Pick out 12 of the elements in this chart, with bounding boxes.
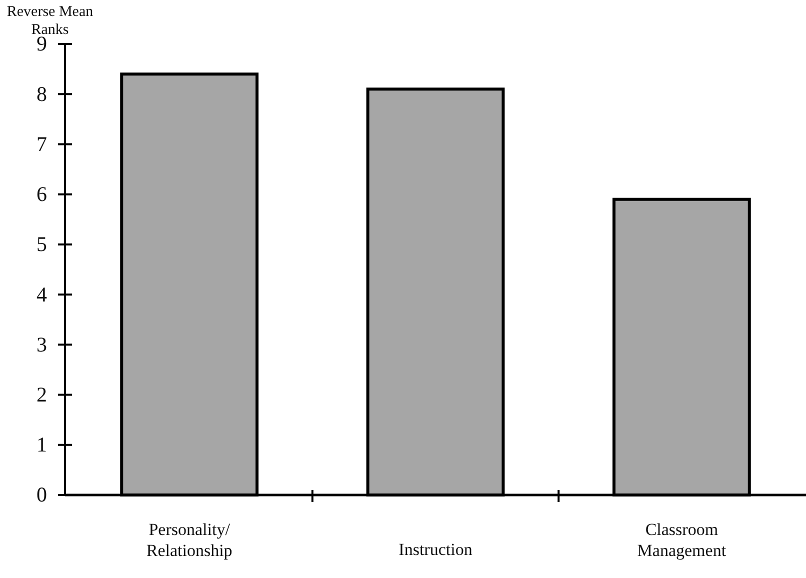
y-tick-label: 4	[36, 282, 48, 306]
x-tick-label: Instruction	[398, 540, 473, 559]
y-tick-label: 1	[36, 432, 47, 457]
x-tick-label: Personality/ Relationship	[146, 520, 232, 560]
y-tick-label: 3	[36, 332, 47, 356]
y-tick-label: 5	[36, 232, 47, 256]
y-tick-label: 2	[36, 382, 47, 406]
y-tick-label: 6	[36, 182, 47, 206]
x-tick-label: Classroom Management	[637, 520, 726, 560]
y-tick-label: 7	[36, 132, 47, 156]
y-tick-label: 8	[36, 82, 47, 106]
y-tick-label: 0	[36, 482, 47, 507]
